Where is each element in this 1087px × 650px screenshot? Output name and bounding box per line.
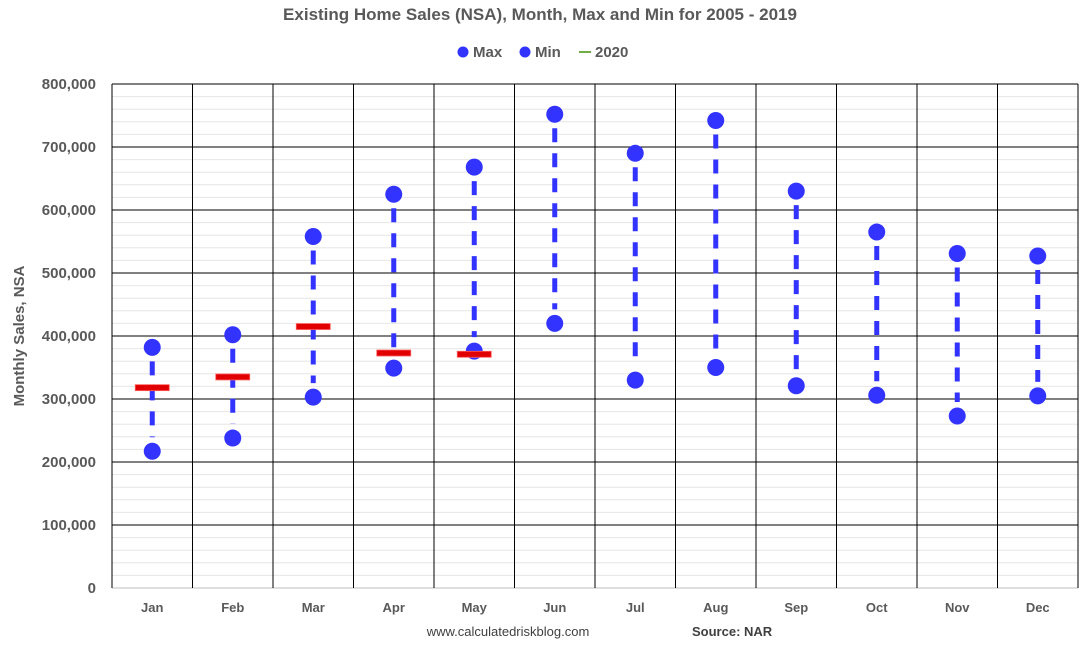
x-tick-label: Sep [784, 600, 808, 615]
x-tick-label: Dec [1026, 600, 1050, 615]
x-tick-label: Jun [543, 600, 566, 615]
point-2020 [295, 323, 331, 330]
max-point [465, 158, 483, 176]
y-tick-label: 100,000 [42, 517, 96, 534]
min-point [948, 407, 966, 425]
max-point [787, 182, 805, 200]
min-point [626, 371, 644, 389]
y-tick-label: 200,000 [42, 454, 96, 471]
x-tick-label: Jul [626, 600, 645, 615]
chart-title: Existing Home Sales (NSA), Month, Max an… [283, 5, 797, 24]
major-gridlines [111, 83, 1079, 589]
data-points [134, 105, 1047, 460]
y-tick-label: 300,000 [42, 391, 96, 408]
min-point [1029, 387, 1047, 405]
point-2020 [456, 350, 492, 358]
min-point [385, 359, 403, 377]
min-point [546, 314, 564, 332]
y-axis-label: Monthly Sales, NSA [11, 265, 28, 406]
max-point [1029, 247, 1047, 265]
max-point [948, 244, 966, 262]
footer-website: www.calculatedriskblog.com [426, 624, 590, 639]
legend-2020-label: 2020 [595, 44, 628, 61]
y-tick-label: 400,000 [42, 328, 96, 345]
min-point [868, 386, 886, 404]
min-point [143, 442, 161, 460]
max-point [546, 105, 564, 123]
legend-min-marker [519, 46, 531, 58]
max-point [304, 227, 322, 245]
x-tick-label: May [462, 600, 488, 615]
min-point [787, 377, 805, 395]
y-tick-label: 600,000 [42, 202, 96, 219]
y-axis-ticks: 0 100,000 200,000 300,000 400,000 500,000 600,… [42, 76, 96, 597]
x-tick-label: Oct [866, 600, 888, 615]
legend-max-label: Max [473, 44, 503, 61]
point-2020 [134, 384, 170, 392]
y-tick-label: 500,000 [42, 265, 96, 282]
max-point [224, 326, 242, 344]
point-2020 [376, 349, 412, 357]
max-point [626, 144, 644, 162]
x-tick-label: Apr [383, 600, 405, 615]
y-tick-label: 800,000 [42, 76, 96, 93]
min-point [707, 359, 725, 376]
y-tick-label: 700,000 [42, 139, 96, 156]
x-tick-label: Jan [141, 600, 163, 615]
x-tick-label: Aug [703, 600, 728, 615]
legend-min-label: Min [535, 44, 561, 61]
min-point [304, 388, 322, 406]
legend-max-marker [457, 46, 469, 58]
x-axis-ticks: Jan Feb Mar Apr May Jun Jul Aug Sep Oct Nov Dec [141, 600, 1050, 615]
max-point [868, 223, 886, 241]
x-tick-label: Mar [302, 600, 325, 615]
min-point [224, 429, 242, 447]
max-point [707, 112, 725, 130]
range-lines [149, 128, 1041, 438]
footer-source: Source: NAR [692, 624, 773, 639]
point-2020 [215, 373, 251, 381]
max-point [385, 185, 403, 203]
legend: Max Min 2020 [457, 44, 628, 61]
y-tick-label: 0 [88, 580, 96, 597]
x-tick-label: Nov [945, 600, 970, 615]
x-tick-label: Feb [221, 600, 244, 615]
max-point [143, 338, 161, 356]
